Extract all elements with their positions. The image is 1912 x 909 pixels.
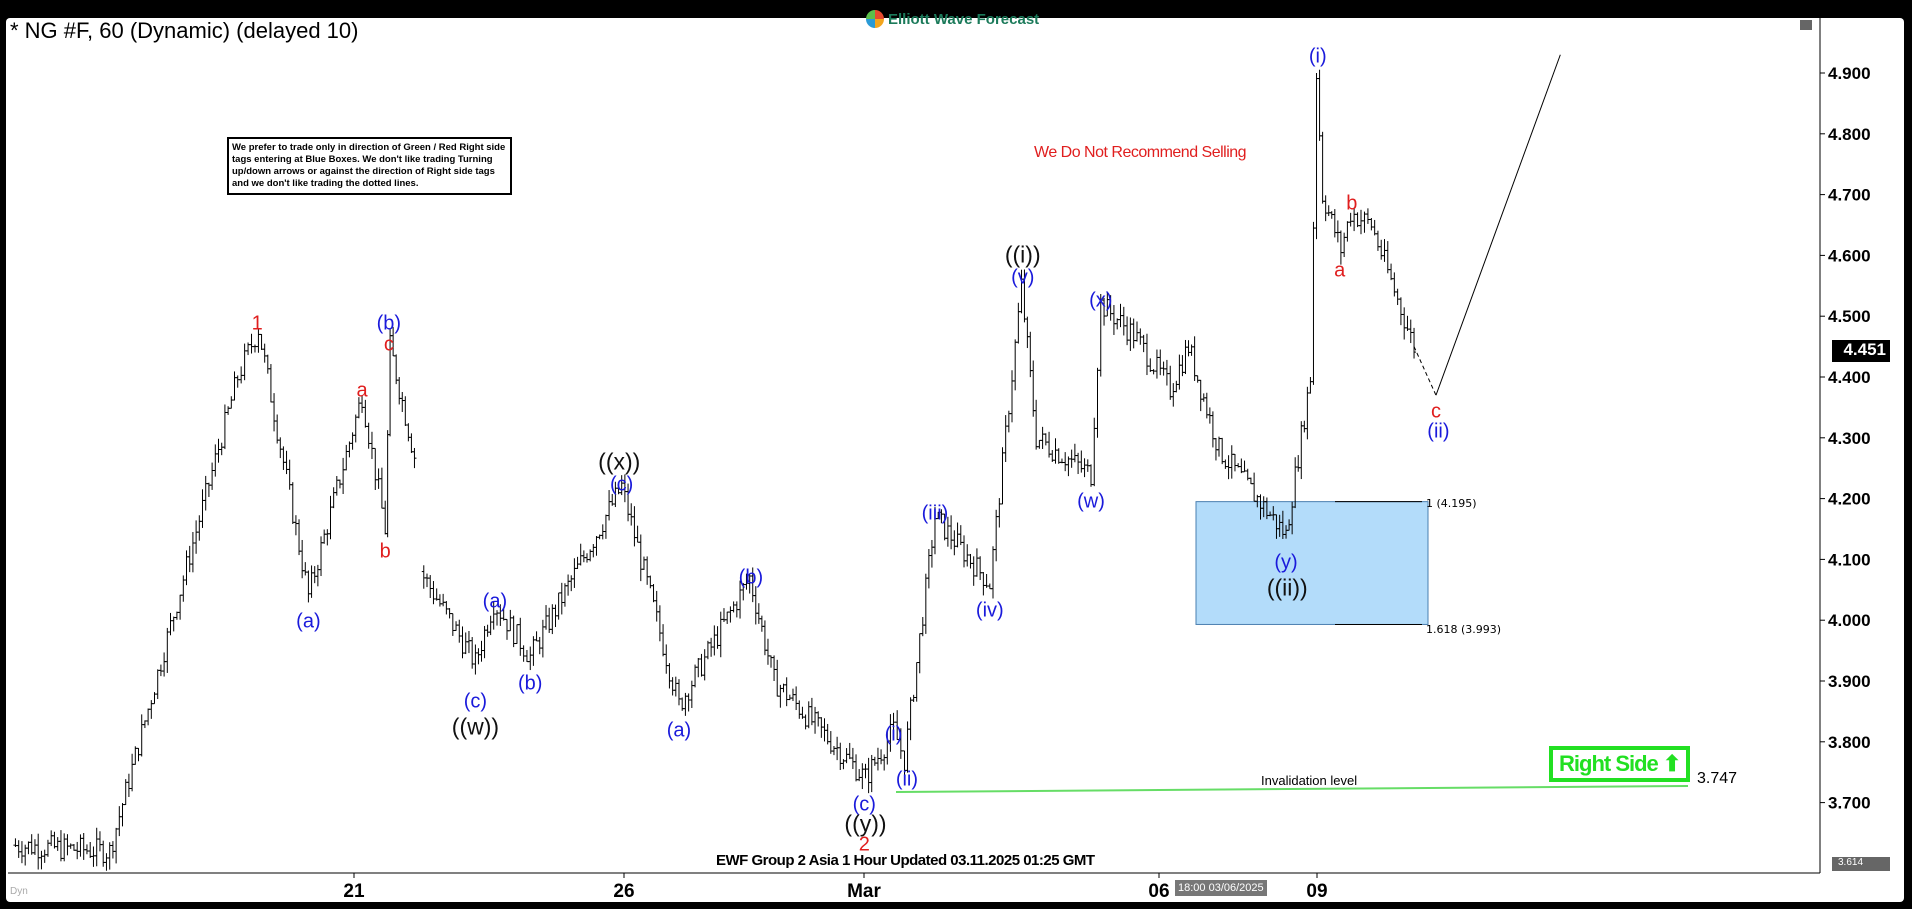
wave-label: ((i)) — [1004, 241, 1041, 268]
wave-label: a — [1334, 259, 1346, 282]
wave-label: 1 — [251, 312, 263, 335]
y-tick-label: 3.700 — [1828, 794, 1871, 813]
low-price-marker: 3.614 — [1832, 857, 1890, 871]
y-tick-label: 4.400 — [1828, 368, 1871, 387]
fib-bottom-label: 1.618 (3.993) — [1426, 623, 1502, 636]
logo-text: Elliott Wave Forecast — [888, 10, 1040, 28]
wave-label: (b) — [738, 566, 764, 589]
trading-note: We prefer to trade only in direction of … — [227, 137, 512, 195]
y-tick-label: 4.900 — [1828, 64, 1871, 83]
right-side-tag: Right Side ⬆ — [1549, 746, 1691, 782]
wave-label: (v) — [1011, 266, 1035, 289]
invalidation-value: 3.747 — [1697, 770, 1738, 787]
wave-label: (x) — [1089, 289, 1113, 312]
projection-line — [1435, 54, 1561, 396]
wave-label: (w) — [1077, 490, 1105, 513]
y-tick-label: 4.100 — [1828, 550, 1871, 569]
wave-label: (iv) — [975, 599, 1004, 622]
x-tick-label: 06 — [1148, 881, 1169, 902]
invalidation-line — [895, 785, 1689, 793]
wave-label: ((y)) — [844, 810, 887, 837]
invalidation-label: Invalidation level — [1261, 773, 1358, 788]
y-tick-label: 4.800 — [1828, 125, 1871, 144]
x-tick-label: 21 — [343, 881, 365, 902]
logo: Elliott Wave Forecast — [866, 10, 1039, 28]
x-tick-label: 26 — [613, 881, 634, 902]
y-tick-label: 4.600 — [1828, 246, 1871, 265]
fib-top-label: 1 (4.195) — [1426, 497, 1477, 510]
wave-label: (c) — [463, 690, 488, 713]
y-tick-label: 4.300 — [1828, 429, 1871, 448]
logo-icon — [866, 10, 884, 28]
wave-label: b — [379, 540, 391, 563]
x-tick-label: 09 — [1306, 881, 1327, 902]
x-tick-label: Mar — [847, 881, 881, 902]
blue-box — [1195, 501, 1429, 625]
wave-label: (i) — [884, 723, 903, 746]
wave-label: b — [1346, 192, 1358, 215]
wave-label: c — [383, 333, 394, 356]
wave-label: c — [1430, 400, 1441, 423]
y-tick-label: 4.700 — [1828, 186, 1871, 205]
wave-label: 2 — [858, 833, 870, 856]
projection-dashed-line — [1413, 346, 1437, 396]
wave-label: a — [356, 379, 368, 402]
time-cursor-label: 18:00 03/06/2025 — [1175, 880, 1267, 896]
wave-label: (b) — [376, 312, 402, 335]
wave-label: (ii) — [895, 768, 919, 791]
wave-label: (iii) — [921, 502, 949, 525]
wave-label: (a) — [666, 719, 692, 742]
y-tick-label: 3.900 — [1828, 672, 1871, 691]
wave-label: ((ii)) — [1266, 574, 1308, 601]
current-price-marker: 4.451 — [1832, 340, 1890, 362]
chart-title: * NG #F, 60 (Dynamic) (delayed 10) — [10, 18, 359, 43]
wave-label: ((x)) — [598, 448, 641, 475]
wave-label: (c) — [852, 793, 876, 816]
y-tick-label: 4.500 — [1828, 307, 1871, 326]
wave-label: ((w)) — [451, 713, 500, 740]
wave-label: (a) — [482, 590, 508, 613]
wave-label: (c) — [610, 473, 634, 496]
footer-text: EWF Group 2 Asia 1 Hour Updated 03.11.20… — [716, 852, 1095, 869]
wave-label: (i) — [1308, 45, 1327, 68]
recommendation-text: We Do Not Recommend Selling — [1034, 144, 1247, 161]
wave-label: (a) — [296, 610, 321, 633]
dynamic-label: Dyn — [10, 886, 28, 897]
y-tick-label: 3.800 — [1828, 733, 1871, 752]
wave-label: (b) — [518, 672, 543, 695]
y-tick-label: 4.200 — [1828, 490, 1871, 509]
wave-label: (ii) — [1427, 420, 1450, 443]
wave-label: (y) — [1274, 551, 1298, 574]
restore-window-icon[interactable] — [1800, 20, 1812, 30]
y-tick-label: 4.000 — [1828, 611, 1871, 630]
